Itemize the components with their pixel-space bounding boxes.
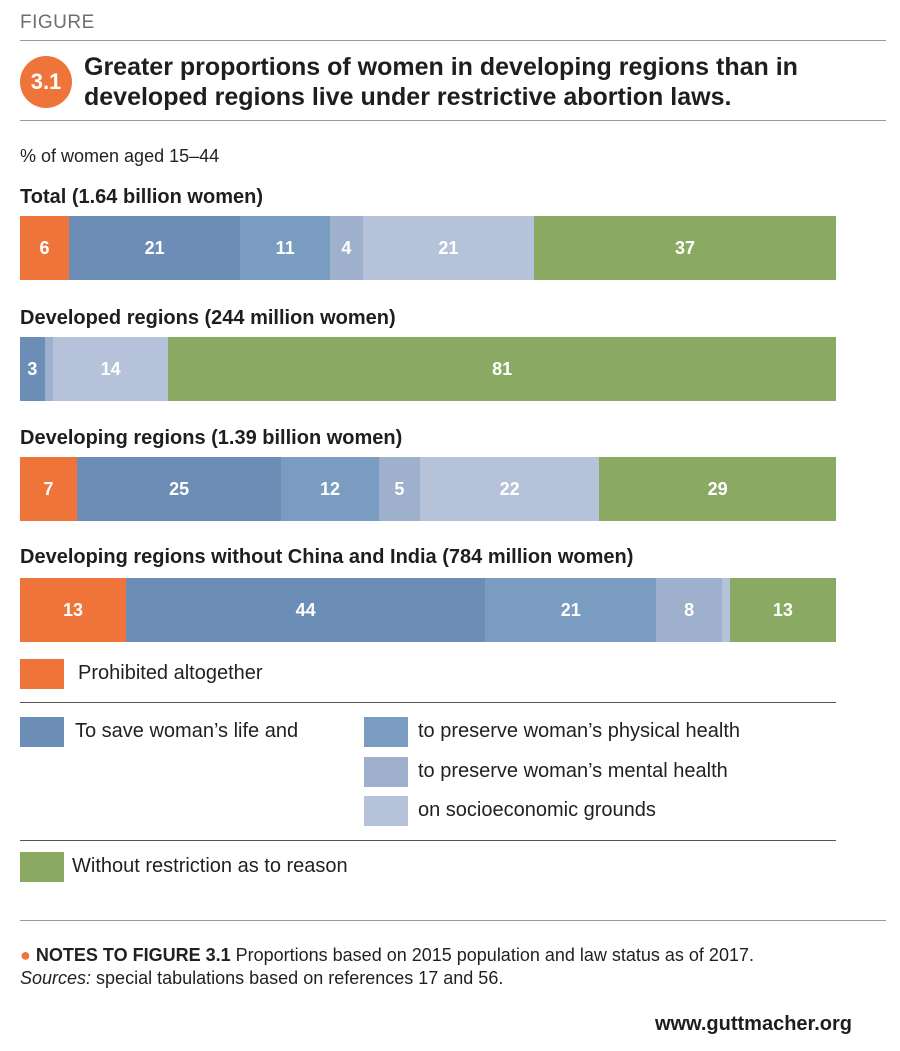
bar-segment-prohibited bbox=[20, 578, 127, 642]
bar-value-label: 5 bbox=[394, 479, 405, 499]
stacked-bar-developing: 7 25 12 5 22 29 bbox=[20, 457, 836, 521]
bar-value-label: 13 bbox=[772, 600, 793, 620]
chart-title-developed: Developed regions (244 million women) bbox=[20, 307, 396, 329]
stacked-bar-developed: 3 14 81 bbox=[20, 337, 836, 401]
legend-label-socioeconomic: on socioeconomic grounds bbox=[418, 799, 656, 821]
bar-segment-socioeconomic bbox=[721, 578, 730, 642]
bar-segment-physical-health bbox=[281, 457, 380, 521]
bar-segment-prohibited bbox=[20, 457, 78, 521]
bar-value-label: 81 bbox=[492, 359, 513, 379]
bar-value-label: 4 bbox=[341, 238, 352, 258]
bar-value-label: 37 bbox=[675, 238, 696, 258]
bar-value-label: 44 bbox=[295, 600, 316, 620]
bar-segment-socioeconomic bbox=[52, 337, 169, 401]
bar-value-label: 11 bbox=[275, 238, 295, 258]
bar-segment-physical-health bbox=[485, 578, 657, 642]
sources-label: Sources: bbox=[20, 968, 92, 988]
chart-title-developing: Developing regions (1.39 billion women) bbox=[20, 427, 403, 449]
bar-value-label: 25 bbox=[169, 479, 190, 499]
sources-text: special tabulations based on references … bbox=[91, 968, 504, 988]
bar-value-label: 14 bbox=[100, 359, 121, 379]
bar-value-label: 6 bbox=[39, 238, 50, 258]
legend-swatch-mental-health bbox=[364, 757, 408, 787]
chart-title-developing-excl: Developing regions without China and Ind… bbox=[20, 546, 634, 568]
bar-segment-save-life bbox=[77, 457, 282, 521]
bar-segment-without-restriction bbox=[599, 457, 836, 521]
bar-value-label: 21 bbox=[438, 238, 459, 258]
bar-segment-save-life bbox=[126, 578, 486, 642]
legend-label-prohibited: Prohibited altogether bbox=[78, 662, 263, 684]
bar-segment-socioeconomic bbox=[362, 216, 535, 280]
figure-title: Greater proportions of women in developi… bbox=[84, 53, 798, 111]
legend-label-physical-health: to preserve woman’s physical health bbox=[418, 720, 741, 742]
legend-label-save-life: To save woman’s life and bbox=[75, 720, 299, 742]
bullet-dot-icon: ● bbox=[20, 945, 31, 965]
bar-segment-without-restriction bbox=[168, 337, 836, 401]
bar-segment-mental-health bbox=[379, 457, 420, 521]
legend-label-mental-health: to preserve woman’s mental health bbox=[418, 760, 728, 782]
bar-segment-without-restriction bbox=[729, 578, 836, 642]
bar-value-label: 3 bbox=[27, 359, 38, 379]
bar-segment-mental-health bbox=[330, 216, 363, 280]
unit-label: % of women aged 15–44 bbox=[20, 146, 220, 166]
bar-value-label: 22 bbox=[499, 479, 520, 499]
bar-segment-mental-health bbox=[656, 578, 722, 642]
notes-rule bbox=[20, 920, 886, 921]
legend-swatch-without-restriction bbox=[20, 852, 64, 882]
legend-swatch-save-life bbox=[20, 717, 64, 747]
site-url: www.guttmacher.org bbox=[654, 1013, 852, 1035]
bar-value-label: 21 bbox=[560, 600, 581, 620]
figure-label: FIGURE bbox=[20, 12, 95, 33]
bar-value-label: 8 bbox=[684, 600, 695, 620]
legend-swatch-physical-health bbox=[364, 717, 408, 747]
figure-number-badge: 3.1 bbox=[20, 56, 72, 108]
bar-segment-prohibited bbox=[20, 216, 69, 280]
title-rule bbox=[20, 120, 886, 121]
bar-value-label: 7 bbox=[43, 479, 54, 499]
bar-segment-physical-health bbox=[240, 216, 331, 280]
stacked-bar-total: 6 21 11 4 21 37 bbox=[20, 216, 836, 280]
notes-heading: NOTES TO FIGURE 3.1 bbox=[35, 945, 231, 965]
bar-segment-save-life bbox=[20, 337, 45, 401]
stacked-bar-developing-excl: 13 44 21 8 13 bbox=[20, 578, 836, 642]
bar-value-label: 12 bbox=[320, 479, 341, 499]
legend-swatch-socioeconomic bbox=[364, 796, 408, 826]
legend-swatch-prohibited bbox=[20, 659, 64, 689]
header-rule bbox=[20, 40, 886, 41]
chart-title-total: Total (1.64 billion women) bbox=[20, 186, 263, 208]
bar-segment-socioeconomic bbox=[419, 457, 600, 521]
notes-text: Proportions based on 2015 population and… bbox=[230, 945, 754, 965]
bar-segment-without-restriction bbox=[534, 216, 836, 280]
bar-value-label: 29 bbox=[707, 479, 728, 499]
bar-segment-mental-health bbox=[44, 337, 53, 401]
bar-value-label: 21 bbox=[144, 238, 165, 258]
figure-notes: ● NOTES TO FIGURE 3.1 Proportions based … bbox=[20, 944, 880, 990]
legend-label-without-restriction: Without restriction as to reason bbox=[72, 855, 348, 877]
bar-segment-save-life bbox=[68, 216, 241, 280]
legend-rule-1 bbox=[20, 702, 836, 703]
bar-value-label: 13 bbox=[63, 600, 84, 620]
legend-rule-2 bbox=[20, 840, 836, 841]
